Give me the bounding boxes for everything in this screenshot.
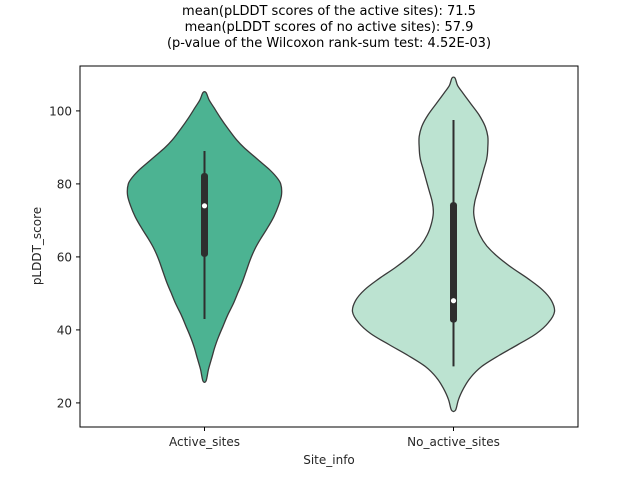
y-tick-label: 40	[57, 323, 72, 337]
iqr-box-No_active_sites	[450, 202, 457, 323]
chart-title: mean(pLDDT scores of the active sites): …	[80, 4, 578, 52]
y-tick-label: 100	[49, 104, 72, 118]
y-tick-label: 60	[57, 250, 72, 264]
iqr-box-Active_sites	[201, 172, 208, 257]
x-axis-label: Site_info	[303, 453, 355, 467]
y-axis-label: pLDDT_score	[30, 206, 44, 286]
x-tick-label-No_active_sites: No_active_sites	[407, 435, 500, 449]
title-line-mean-no-active: mean(pLDDT scores of no active sites): 5…	[184, 20, 474, 35]
title-line-p-value: (p-value of the Wilcoxon rank-sum test: …	[166, 36, 492, 51]
median-dot-No_active_sites	[450, 298, 457, 304]
x-tick-label-Active_sites: Active_sites	[169, 435, 240, 449]
axes-frame	[79, 65, 579, 428]
y-tick-label: 80	[57, 177, 72, 191]
title-line-mean-active: mean(pLDDT scores of the active sites): …	[182, 4, 476, 19]
y-tick-label: 20	[57, 396, 72, 410]
median-dot-Active_sites	[201, 203, 208, 209]
